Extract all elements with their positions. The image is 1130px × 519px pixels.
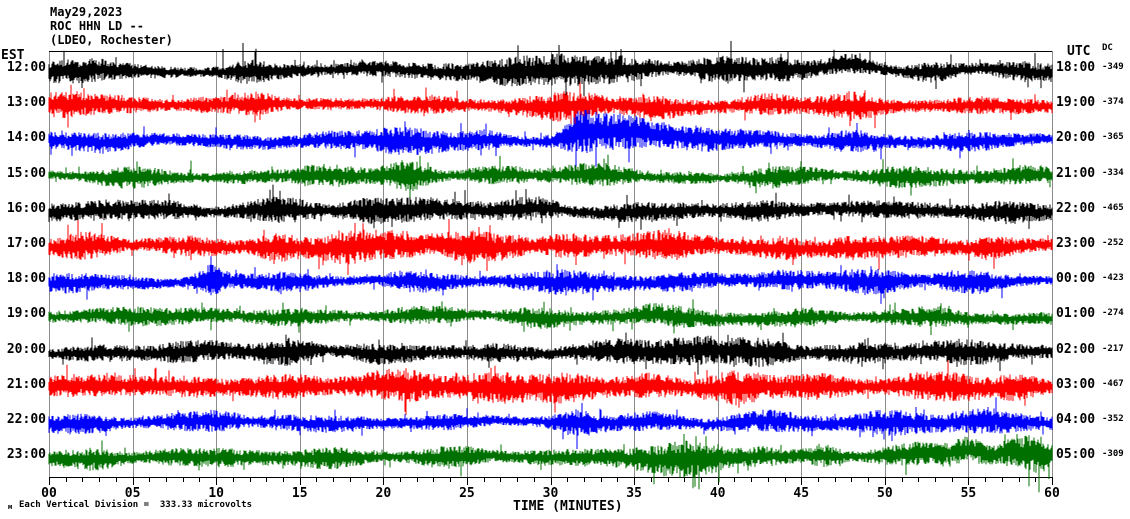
est-time-label: 16:00 xyxy=(6,200,46,216)
est-time-label: 22:00 xyxy=(6,412,46,427)
x-tick-label: 00 xyxy=(41,486,57,501)
x-tick-label: 25 xyxy=(459,486,475,501)
utc-time-label: 05:00 xyxy=(1056,447,1096,463)
est-time-label: 15:00 xyxy=(6,165,46,181)
dc-value: -465 xyxy=(1102,202,1124,213)
division-note: Each Vertical Division = 333.33 microvol… xyxy=(19,500,252,510)
trace-row-10 xyxy=(48,360,1053,415)
est-time-label: 17:00 xyxy=(6,236,46,251)
x-tick-label: 60 xyxy=(1044,486,1060,501)
utc-time-label: 00:00 xyxy=(1056,271,1096,287)
x-tick-label: 05 xyxy=(124,486,141,501)
est-time-label: 14:00 xyxy=(6,130,46,146)
dc-value: -274 xyxy=(1102,308,1124,319)
est-time-label: 18:00 xyxy=(6,271,46,287)
dc-value: -352 xyxy=(1102,414,1124,424)
utc-time-label: 03:00 xyxy=(1056,376,1096,392)
dc-value: -374 xyxy=(1102,97,1124,108)
utc-time-label: 22:00 xyxy=(1056,200,1096,216)
x-tick-label: 15 xyxy=(291,486,308,501)
dc-value: -217 xyxy=(1102,343,1124,354)
utc-time-label: 21:00 xyxy=(1056,165,1096,181)
trace-row-1 xyxy=(48,41,1053,97)
est-time-label: 20:00 xyxy=(6,341,46,357)
trace-row-4 xyxy=(48,154,1053,199)
x-tick-label: 50 xyxy=(877,486,893,501)
dc-value: -309 xyxy=(1102,449,1124,460)
header-station: ROC HHN LD -- xyxy=(50,19,144,33)
dc-value: -334 xyxy=(1102,167,1124,178)
est-time-label: 19:00 xyxy=(6,306,46,322)
est-time-label: 21:00 xyxy=(6,376,46,392)
trace-row-6 xyxy=(48,219,1053,275)
utc-time-label: 19:00 xyxy=(1056,95,1096,111)
dc-value: -349 xyxy=(1102,62,1124,72)
trace-row-7 xyxy=(48,256,1053,304)
corner-mark: м xyxy=(8,503,13,511)
utc-time-label: 04:00 xyxy=(1056,412,1096,427)
header-date: May29,2023 xyxy=(50,5,123,19)
trace-row-9 xyxy=(48,332,1053,375)
dc-value: -423 xyxy=(1102,273,1124,284)
x-tick-label: 45 xyxy=(793,486,810,501)
trace-row-8 xyxy=(48,299,1053,335)
trace-row-5 xyxy=(48,184,1053,230)
trace-row-3 xyxy=(48,109,1053,172)
left-axis-label: EST xyxy=(1,48,25,63)
trace-row-12 xyxy=(48,434,1053,493)
dc-value: -467 xyxy=(1102,378,1124,389)
utc-time-label: 23:00 xyxy=(1056,236,1096,251)
dc-value: -365 xyxy=(1102,132,1124,143)
est-time-label: 23:00 xyxy=(6,447,46,463)
utc-time-label: 20:00 xyxy=(1056,130,1096,146)
x-tick-label: 20 xyxy=(375,486,392,501)
right-axis-label: UTC xyxy=(1067,44,1091,59)
est-time-label: 12:00 xyxy=(6,60,46,75)
est-time-label: 13:00 xyxy=(6,95,46,111)
trace-row-2 xyxy=(48,82,1053,129)
trace-row-11 xyxy=(48,397,1053,449)
x-axis-title: TIME (MINUTES) xyxy=(513,499,623,514)
utc-time-label: 02:00 xyxy=(1056,341,1096,357)
x-tick-label: 10 xyxy=(208,486,224,501)
x-tick-label: 55 xyxy=(960,486,977,501)
dc-column-label: DC xyxy=(1102,43,1113,53)
dc-value: -252 xyxy=(1102,238,1124,248)
utc-time-label: 18:00 xyxy=(1056,60,1096,75)
utc-time-label: 01:00 xyxy=(1056,306,1096,322)
x-tick-label: 35 xyxy=(626,486,642,501)
header-location: (LDEO, Rochester) xyxy=(50,33,173,47)
x-tick-label: 30 xyxy=(542,486,559,501)
x-tick-label: 40 xyxy=(709,486,726,501)
